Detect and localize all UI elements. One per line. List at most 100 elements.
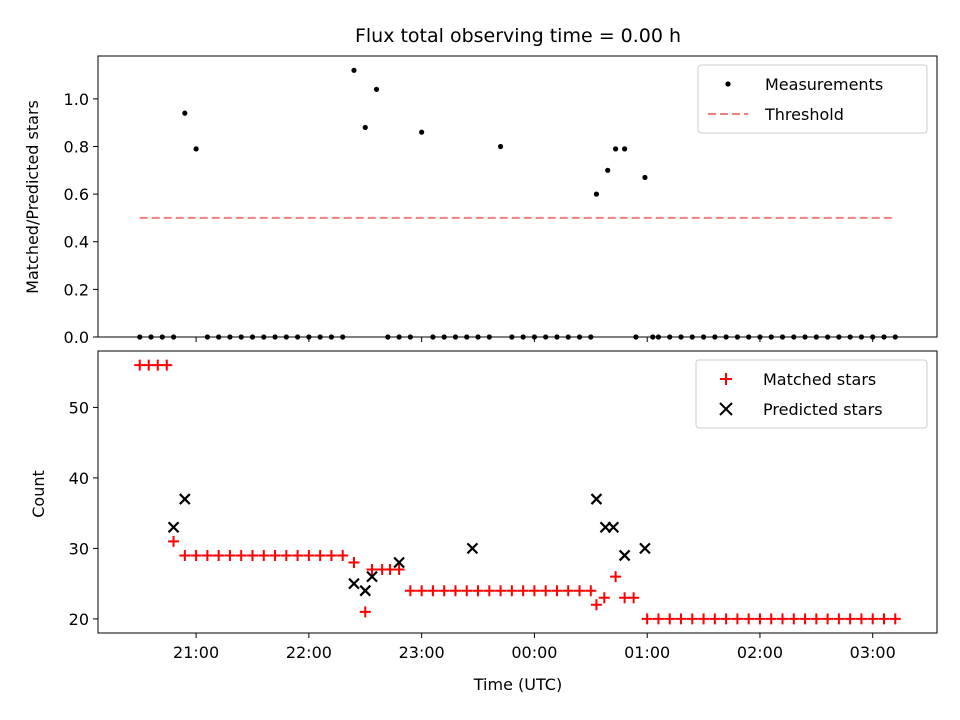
bottom-x-tick-label: 00:00 [511, 643, 557, 662]
bottom-axes: 20 30 40 50 21:00 22:00 23:00 00:00 01:00 02:00 03… [69, 350, 938, 662]
matched-star-marker [246, 549, 258, 561]
matched-star-marker [585, 585, 597, 597]
measurement-point [605, 167, 611, 173]
measurement-point [779, 334, 786, 340]
predicted-star-marker [466, 542, 479, 555]
top-y-axis-label: Matched/Predicted stars [23, 100, 42, 294]
matched-star-marker [517, 585, 529, 597]
measurement-point [734, 334, 740, 340]
predicted-star-marker [167, 521, 180, 534]
matched-star-marker [161, 359, 173, 371]
measurement-point [655, 334, 662, 340]
matched-star-marker [366, 564, 378, 576]
bottom-x-tick-label: 21:00 [173, 643, 219, 662]
measurement-point [791, 334, 797, 340]
matched-star-marker [348, 557, 360, 568]
measurement-point [306, 334, 312, 340]
matched-star-marker [788, 613, 800, 625]
measurement-point [272, 334, 278, 340]
measurement-point [667, 334, 673, 340]
measurement-point [317, 334, 323, 340]
matched-star-marker [190, 549, 202, 561]
measurement-point [757, 334, 763, 340]
matched-star-marker [610, 571, 622, 583]
measurement-point [441, 334, 447, 340]
matched-star-marker [540, 585, 552, 597]
measurement-point [633, 334, 639, 340]
measurement-point [650, 334, 656, 340]
measurement-point [295, 334, 301, 340]
measurement-point [385, 334, 391, 340]
measurement-point [182, 110, 188, 116]
top-y-tick-label: 0.0 [64, 328, 89, 347]
matched-star-marker [810, 613, 822, 625]
measurement-point [419, 129, 425, 135]
predicted-star-marker [393, 556, 405, 569]
matched-star-marker [590, 599, 602, 611]
top-axes: 0.0 0.2 0.4 0.6 0.8 1.0 [64, 55, 938, 347]
matched-star-marker [179, 549, 191, 561]
measurement-point [249, 334, 256, 340]
measurement-point [509, 334, 515, 340]
matched-star-marker [731, 613, 743, 625]
measurement-point [340, 334, 346, 340]
matched-star-marker [495, 585, 507, 597]
measurement-point [554, 334, 560, 340]
bottom-y-tick-label: 40 [69, 469, 89, 488]
top-legend-box [697, 64, 928, 134]
top-y-tick-label: 0.4 [64, 233, 89, 252]
matched-star-marker [628, 592, 640, 604]
predicted-star-marker [590, 493, 603, 505]
legend-matched-marker [720, 373, 732, 385]
matched-star-marker [867, 613, 879, 625]
top-y-tick-label: 0.6 [64, 185, 89, 204]
top-y-tick-label: 0.2 [64, 280, 89, 299]
measurement-point [813, 334, 819, 340]
matched-star-marker [743, 613, 755, 625]
matched-star-marker [641, 613, 653, 625]
bottom-y-tick-label: 50 [69, 398, 89, 417]
matched-star-marker [404, 585, 416, 597]
bottom-x-tick-label: 23:00 [399, 643, 445, 662]
matched-star-marker [709, 613, 721, 625]
matched-star-marker [698, 613, 710, 625]
measurement-point [452, 334, 459, 340]
measurement-point [768, 334, 774, 340]
measurement-point [520, 334, 526, 340]
matched-star-marker [416, 585, 428, 597]
matched-star-marker [427, 585, 439, 597]
chart-title: Flux total observing time = 0.00 h [355, 25, 681, 47]
matched-star-marker [598, 592, 610, 604]
matched-star-marker [562, 585, 574, 597]
measurement-point [396, 334, 402, 340]
measurement-point [227, 334, 233, 340]
matched-star-marker [720, 613, 732, 625]
matched-star-marker [224, 549, 236, 561]
predicted-star-marker [359, 584, 372, 597]
predicted-star-marker [639, 542, 651, 555]
matched-star-marker [325, 549, 337, 561]
measurement-point [712, 334, 718, 340]
measurement-point [170, 334, 177, 340]
predicted-star-marker [366, 570, 378, 583]
legend-measurements-marker [725, 81, 731, 87]
matched-star-marker [472, 585, 484, 597]
bottom-legend: Matched stars Predicted stars [695, 359, 928, 429]
top-y-tick-label: 0.8 [64, 137, 89, 156]
matched-star-marker [314, 549, 326, 561]
measurement-point [238, 334, 244, 340]
measurement-point [746, 334, 752, 340]
matched-star-marker [664, 613, 676, 625]
matched-star-marker [337, 549, 349, 561]
measurement-point [351, 67, 357, 73]
top-y-tick-label: 1.0 [64, 90, 89, 109]
measurement-point [723, 334, 729, 340]
measurement-point [678, 334, 684, 340]
measurement-point [881, 334, 887, 340]
measurement-point [531, 334, 538, 340]
measurement-point [328, 334, 335, 340]
measurement-point [193, 146, 199, 152]
legend-predicted-label: Predicted stars [763, 400, 883, 419]
matched-star-marker [269, 549, 281, 561]
